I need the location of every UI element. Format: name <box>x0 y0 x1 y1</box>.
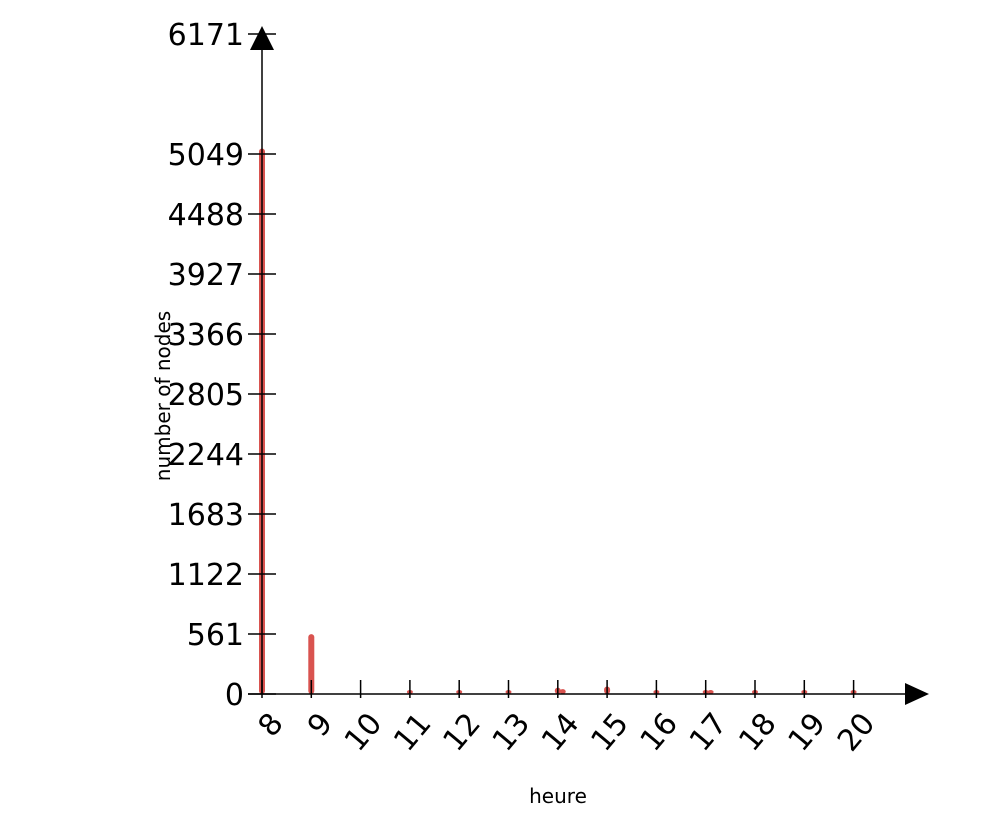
x-tick-label-6: 14 <box>535 707 586 759</box>
y-axis-arrow-icon <box>250 26 274 50</box>
x-tick-label-5: 13 <box>486 707 537 759</box>
y-tick-label-7: 3927 <box>168 258 244 293</box>
x-axis-title: heure <box>529 784 587 808</box>
bar-10 <box>707 690 714 694</box>
x-tick-label-10: 18 <box>732 707 783 759</box>
y-tick-label-4: 2244 <box>168 438 244 473</box>
bar-6 <box>559 689 566 694</box>
x-tick-label-12: 20 <box>831 707 882 759</box>
ticks-layer: 0 561 1122 1683 2244 2805 3366 3927 4488 5049 6171… <box>168 18 883 758</box>
y-tick-label-3: 1683 <box>168 498 244 533</box>
y-tick-label-8: 4488 <box>168 198 244 233</box>
x-tick-label-8: 16 <box>634 707 685 759</box>
x-tick-label-7: 15 <box>584 707 635 759</box>
y-tick-label-9: 5049 <box>168 138 244 173</box>
x-tick-label-1: 9 <box>301 707 340 744</box>
axes-layer <box>248 26 929 705</box>
y-tick-label-6: 3366 <box>168 318 244 353</box>
bars-layer <box>259 148 857 694</box>
x-tick-label-0: 8 <box>252 707 291 744</box>
x-tick-label-2: 10 <box>338 707 389 759</box>
bar-1 <box>308 634 315 694</box>
y-tick-label-5: 2805 <box>168 378 244 413</box>
y-tick-label-0: 0 <box>225 678 244 713</box>
y-axis-title: number of nodes <box>151 311 175 481</box>
y-tick-label-10: 6171 <box>168 18 244 53</box>
x-tick-label-11: 19 <box>782 707 833 759</box>
x-tick-label-9: 17 <box>683 707 734 759</box>
x-tick-label-4: 12 <box>437 707 488 759</box>
y-tick-label-1: 561 <box>187 618 244 653</box>
y-tick-label-2: 1122 <box>168 558 244 593</box>
x-tick-label-3: 11 <box>387 707 438 759</box>
x-axis-arrow-icon <box>905 683 929 705</box>
